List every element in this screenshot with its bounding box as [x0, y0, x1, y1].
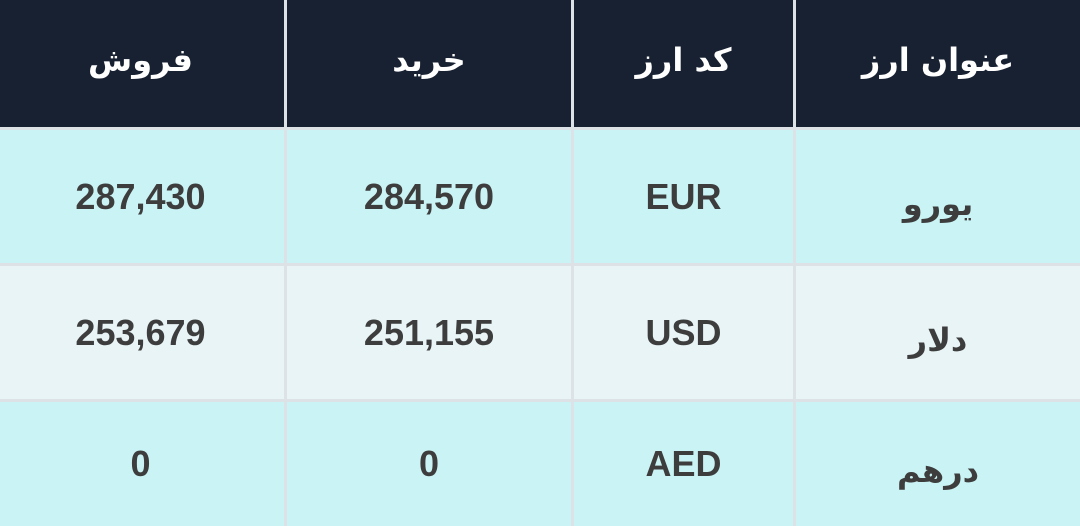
row-usd-name: دلار — [796, 266, 1080, 399]
row-aed-name: درهم — [796, 402, 1080, 526]
row-eur-name: یورو — [796, 130, 1080, 263]
row-eur-buy: 284,570 — [287, 130, 571, 263]
row-usd-buy: 251,155 — [287, 266, 571, 399]
header-sell: فروش — [0, 0, 284, 127]
header-currency-name: عنوان ارز — [796, 0, 1080, 127]
row-aed-code: AED — [574, 402, 793, 526]
header-currency-code: کد ارز — [574, 0, 793, 127]
row-eur-sell: 287,430 — [0, 130, 284, 263]
row-aed-buy: 0 — [287, 402, 571, 526]
row-usd-code: USD — [574, 266, 793, 399]
row-usd-sell: 253,679 — [0, 266, 284, 399]
row-aed-sell: 0 — [0, 402, 284, 526]
row-eur-code: EUR — [574, 130, 793, 263]
header-buy: خرید — [287, 0, 571, 127]
